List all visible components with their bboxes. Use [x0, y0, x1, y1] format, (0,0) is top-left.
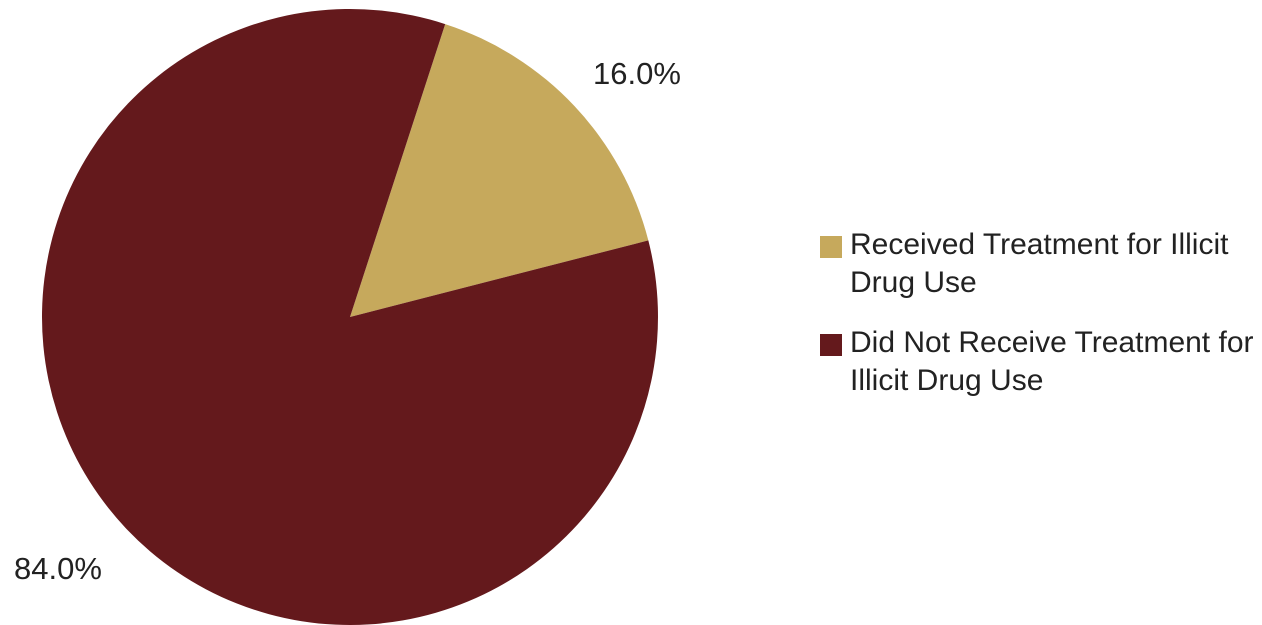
- slice-label-not-received: 84.0%: [14, 551, 102, 586]
- legend-label-not-received: Did Not Receive Treatment for Illicit Dr…: [850, 326, 1254, 397]
- legend-label-received: Received Treatment for Illicit Drug Use: [850, 228, 1229, 299]
- pie-slice-received: [350, 24, 649, 317]
- legend-swatch-received: [820, 236, 842, 258]
- legend-item-received: Received Treatment for Illicit Drug Use: [820, 226, 1260, 302]
- legend: Received Treatment for Illicit Drug Use …: [820, 226, 1260, 422]
- legend-swatch-not-received: [820, 334, 842, 356]
- pie-slice-not-received: [41, 8, 658, 625]
- legend-item-not-received: Did Not Receive Treatment for Illicit Dr…: [820, 324, 1260, 400]
- pie-slices: [41, 8, 658, 625]
- slice-label-received: 16.0%: [593, 56, 681, 91]
